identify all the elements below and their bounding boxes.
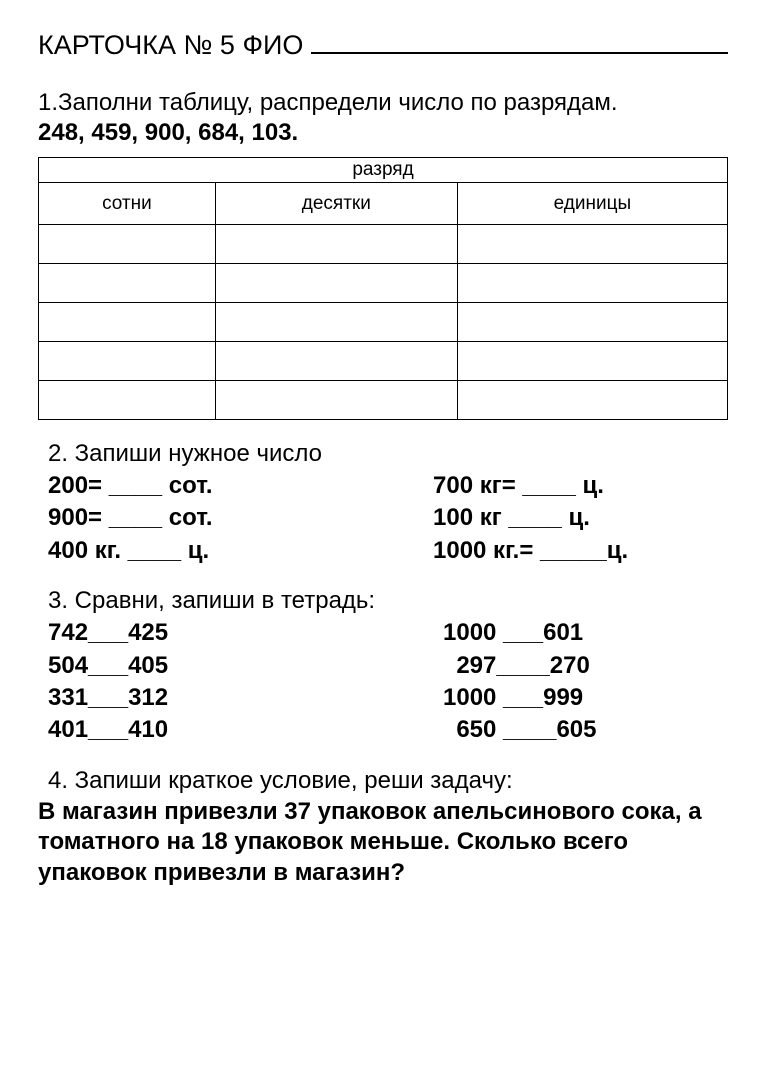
task2-left-2: 900= ____ сот. [48, 502, 383, 534]
table-cell[interactable] [457, 381, 727, 420]
task-3: 3. Сравни, запиши в тетрадь: 742___425 1… [38, 587, 728, 747]
col-ones: единицы [457, 183, 727, 225]
table-cell[interactable] [215, 303, 457, 342]
table-cell[interactable] [215, 264, 457, 303]
table-cell[interactable] [215, 381, 457, 420]
table-cell[interactable] [457, 225, 727, 264]
task4-title: 4. Запиши краткое условие, реши задачу: [48, 767, 728, 795]
task2-left-1: 200= ____ сот. [48, 470, 383, 502]
col-hundreds: сотни [39, 183, 216, 225]
task3-left-2: 504___405 [48, 650, 383, 682]
table-cell[interactable] [457, 342, 727, 381]
task1-numbers: 248, 459, 900, 684, 103. [38, 119, 728, 147]
task3-left-1: 742___425 [48, 617, 383, 649]
col-tens: десятки [215, 183, 457, 225]
task3-right-1: 1000 ___601 [393, 617, 728, 649]
task3-left-3: 331___312 [48, 682, 383, 714]
task2-right-3: 1000 кг.= _____ц. [393, 535, 728, 567]
task3-right-3: 1000 ___999 [393, 682, 728, 714]
table-cell[interactable] [457, 303, 727, 342]
table-cell[interactable] [215, 225, 457, 264]
task2-left-3: 400 кг. ____ ц. [48, 535, 383, 567]
task3-grid: 742___425 1000 ___601 504___405 297____2… [48, 617, 728, 747]
header: КАРТОЧКА № 5 ФИО [38, 30, 728, 61]
place-value-table: разряд сотни десятки единицы [38, 157, 728, 420]
header-text: КАРТОЧКА № 5 ФИО [38, 30, 303, 61]
task4-body: В магазин привезли 37 упаковок апельсино… [38, 797, 728, 889]
table-cell[interactable] [39, 264, 216, 303]
table-top-header: разряд [39, 158, 728, 183]
task-2: 2. Запиши нужное число 200= ____ сот. 70… [38, 440, 728, 567]
task2-title: 2. Запиши нужное число [48, 440, 728, 468]
task3-left-4: 401___410 [48, 714, 383, 746]
task3-right-4: 650 ____605 [393, 714, 728, 746]
table-cell[interactable] [39, 342, 216, 381]
task-1: 1.Заполни таблицу, распредели число по р… [38, 89, 728, 420]
name-blank-line[interactable] [311, 52, 728, 54]
task2-grid: 200= ____ сот. 700 кг= ____ ц. 900= ____… [48, 470, 728, 567]
table-cell[interactable] [39, 381, 216, 420]
table-cell[interactable] [457, 264, 727, 303]
task1-intro: 1.Заполни таблицу, распредели число по р… [38, 89, 728, 117]
task-4: 4. Запиши краткое условие, реши задачу: … [38, 767, 728, 889]
task2-right-2: 100 кг ____ ц. [393, 502, 728, 534]
task2-right-1: 700 кг= ____ ц. [393, 470, 728, 502]
table-cell[interactable] [215, 342, 457, 381]
table-cell[interactable] [39, 303, 216, 342]
task3-right-2: 297____270 [393, 650, 728, 682]
task3-title: 3. Сравни, запиши в тетрадь: [48, 587, 728, 615]
table-cell[interactable] [39, 225, 216, 264]
worksheet-page: КАРТОЧКА № 5 ФИО 1.Заполни таблицу, расп… [0, 0, 766, 1084]
